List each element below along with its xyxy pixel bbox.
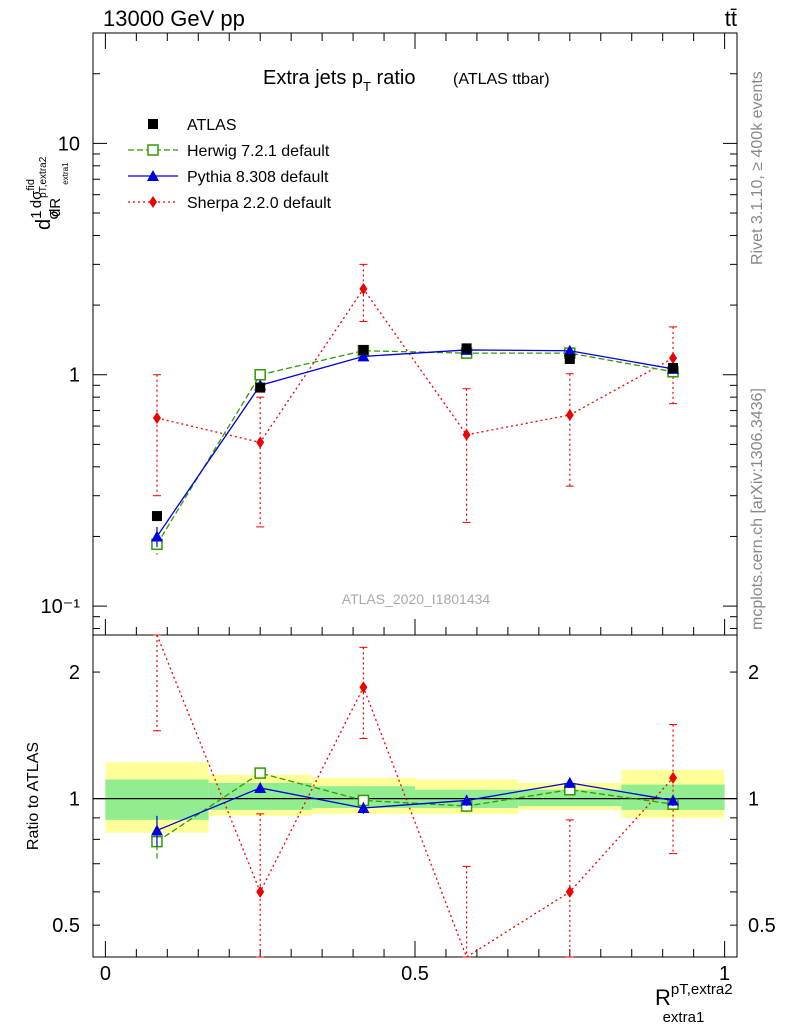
ratio-point-pythia <box>563 776 576 788</box>
data-point-pythia <box>357 350 370 362</box>
ratio-line-herwig <box>156 772 674 843</box>
ratio-y-axis-label: Ratio to ATLAS <box>25 742 42 850</box>
ratio-point-pythia <box>357 801 370 813</box>
ratio-point-sherpa <box>256 885 265 898</box>
xlabel-sub: extra1 <box>663 1009 705 1024</box>
ylabel-d: d <box>33 219 55 230</box>
legend-label-herwig: Herwig 7.2.1 default <box>187 143 330 160</box>
ratio-point-pythia <box>460 794 473 806</box>
data-point-herwig <box>254 368 266 381</box>
x-axis-label: RpT,extra2 extra1 <box>655 981 733 1024</box>
x-tick-label: 1 <box>719 963 730 985</box>
ratio-band-green <box>105 779 209 820</box>
ratio-y-tick-label-right: 2 <box>748 662 759 684</box>
main-y-tick-label: 10 <box>58 133 80 155</box>
ylabel-sup: pT,extra2 <box>38 156 49 198</box>
ratio-point-sherpa <box>359 681 368 694</box>
main-y-tick-label: 1 <box>69 365 80 387</box>
process-label: tt̄ <box>725 6 737 31</box>
legend: ATLAS Herwig 7.2.1 default Pythia 8.308 … <box>128 117 332 212</box>
legend-marker-sherpa <box>149 196 157 208</box>
ylabel-one: 1 <box>28 211 45 219</box>
ylabel-dsigma: dσ <box>28 190 45 208</box>
xlabel-sup: pT,extra2 <box>671 981 733 998</box>
ratio-y-tick-label-right: 1 <box>748 789 759 811</box>
series-line-herwig <box>156 350 674 545</box>
main-plot-layer: 10⁻¹ 1 10 <box>41 32 737 635</box>
ratio-point-sherpa <box>565 885 574 898</box>
legend-label-atlas: ATLAS <box>187 117 237 134</box>
ratio-line-sherpa <box>156 634 674 958</box>
data-point-sherpa <box>565 408 574 421</box>
ylabel-sigma: σ <box>45 210 62 220</box>
series-line-sherpa <box>156 287 674 444</box>
analysis-watermark: ATLAS_2020_I1801434 <box>342 591 491 607</box>
chart-title: Extra jets pT ratio <box>263 67 415 94</box>
ylabel-fid: fid <box>25 179 37 191</box>
legend-label-sherpa: Sherpa 2.2.0 default <box>187 195 332 212</box>
chart-title-sub: T <box>363 79 371 94</box>
legend-label-pythia: Pythia 8.308 default <box>187 169 329 186</box>
ratio-point-herwig <box>254 767 266 779</box>
data-point-atlas <box>255 382 266 393</box>
data-point-sherpa <box>359 282 368 295</box>
series-line-pythia <box>156 349 674 537</box>
ratio-plot-layer: 0.5 0.5 1 1 2 2 0 0.5 1 <box>52 634 776 985</box>
legend-marker-herwig <box>147 144 159 156</box>
chart-title-suffix: ratio <box>371 67 415 89</box>
data-point-pythia <box>563 344 576 356</box>
ratio-y-tick-label: 1 <box>69 789 80 811</box>
main-y-tick-label: 10⁻¹ <box>41 596 81 618</box>
ratio-line-pythia <box>156 782 674 832</box>
chart-title-main: Extra jets p <box>263 67 363 89</box>
legend-marker-pythia <box>147 170 159 181</box>
ratio-y-tick-label: 0.5 <box>52 915 80 937</box>
ratio-point-sherpa <box>669 771 678 784</box>
data-point-sherpa <box>669 352 678 365</box>
ylabel-dR: dR <box>47 198 64 217</box>
main-y-axis-label: d1σdσfiddRpT,extra2 extra1 <box>25 156 70 230</box>
ratio-point-pythia <box>667 794 680 806</box>
x-tick-label: 0 <box>100 963 111 985</box>
data-point-pythia <box>150 530 163 542</box>
ratio-y-tick-label-right: 0.5 <box>748 915 776 937</box>
data-point-atlas <box>564 353 575 364</box>
x-tick-label: 0.5 <box>401 963 429 985</box>
data-point-atlas <box>668 362 679 373</box>
data-point-sherpa <box>256 436 265 449</box>
rivet-version-label: Rivet 3.1.10, ≥ 400k events <box>749 71 766 265</box>
xlabel-R: R <box>655 985 671 1010</box>
data-point-atlas <box>151 511 162 522</box>
ratio-point-pythia <box>254 781 267 793</box>
ylabel-sub: extra1 <box>61 162 70 185</box>
data-point-atlas <box>461 343 472 354</box>
chart-subtitle: (ATLAS ttbar) <box>453 71 550 88</box>
mcplots-source-label: mcplots.cern.ch [arXiv:1306.3436] <box>749 388 766 630</box>
collision-energy-label: 13000 GeV pp <box>103 6 245 31</box>
ratio-point-pythia <box>150 824 163 836</box>
legend-marker-atlas <box>148 119 158 129</box>
data-point-atlas <box>358 344 369 355</box>
data-point-sherpa <box>462 428 471 441</box>
ratio-y-tick-label: 2 <box>69 662 80 684</box>
data-point-sherpa <box>152 412 161 425</box>
